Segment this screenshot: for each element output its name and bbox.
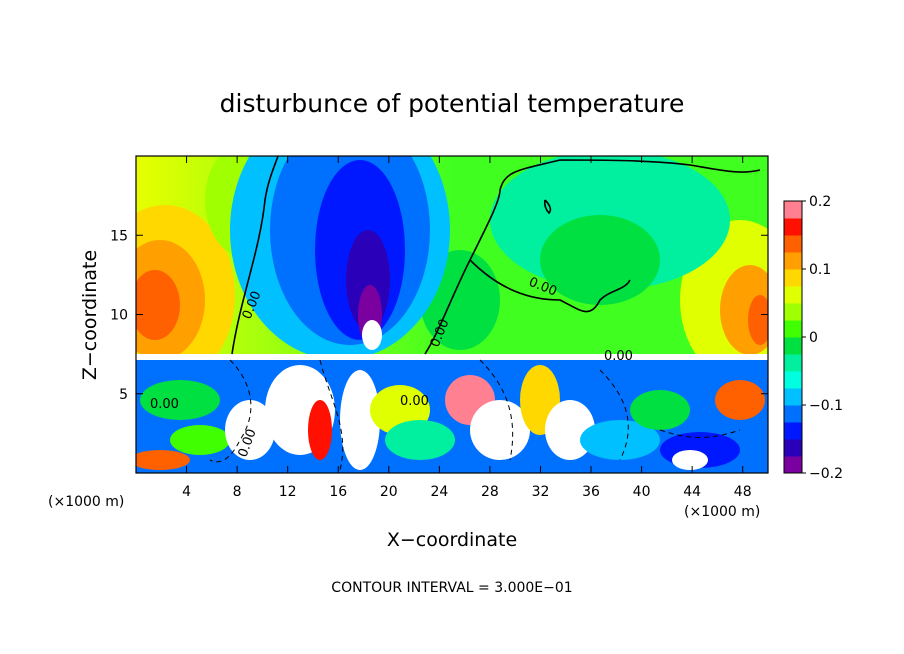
colorbar-tick-label: −0.1 [809,398,843,414]
y-tick-label: 10 [110,308,128,324]
turbulent-layer [136,354,768,473]
colorbar-band [784,303,802,321]
colorbar-band [784,235,802,253]
colorbar-band [784,218,802,236]
colorbar-band [784,439,802,457]
x-tick-label: 32 [532,484,550,500]
plot-area [136,156,768,473]
colorbar-band [784,371,802,389]
y-tick-label: 15 [110,228,128,244]
x-tick-label: 44 [683,484,701,500]
colorbar-band [784,456,802,474]
x-axis-ticks: 4 8 12 16 20 24 28 32 36 40 44 48 [182,156,752,500]
x-tick-label: 24 [430,484,448,500]
colorbar-tick-label: 0.2 [809,194,831,210]
x-unit-left: (×1000 m) [48,494,124,510]
x-tick-label: 8 [233,484,242,500]
x-tick-label: 36 [582,484,600,500]
x-unit-right: (×1000 m) [684,504,760,520]
y-axis-ticks: 5 10 15 [110,228,768,403]
x-tick-label: 16 [329,484,347,500]
contour-label: 0.00 [604,349,633,364]
colorbar-band [784,201,802,219]
x-tick-label: 20 [380,484,398,500]
x-axis-label: X−coordinate [387,529,517,551]
x-tick-label: 40 [633,484,651,500]
colorbar-band [784,388,802,406]
x-tick-label: 4 [182,484,191,500]
y-tick-label: 5 [119,387,128,403]
colorbar [783,200,803,474]
y-axis-label: Z−coordinate [79,250,101,380]
colorbar-tick-label: −0.2 [809,466,843,482]
colorbar-band [784,320,802,338]
x-tick-label: 12 [279,484,297,500]
colorbar-band [784,269,802,287]
chart-title: disturbunce of potential temperature [220,89,685,118]
contour-interval-note: CONTOUR INTERVAL = 3.000E−01 [331,580,572,596]
contour-lines [231,156,761,355]
colorbar-tick-label: 0 [809,330,818,346]
contour-label: 0.00 [150,397,179,412]
x-tick-label: 48 [734,484,752,500]
colorbar-band [784,337,802,355]
colorbar-band [784,405,802,423]
colorbar-band [784,422,802,440]
x-tick-label: 28 [481,484,499,500]
upper-field [136,156,768,385]
colorbar-tick-label: 0.1 [809,262,831,278]
colorbar-ticks: 0.2 0.1 0 −0.1 −0.2 [802,194,843,482]
colorbar-band [784,252,802,270]
colorbar-band [784,354,802,372]
contour-label: 0.00 [400,394,429,409]
dashed-contours [209,359,741,471]
colorbar-band [784,286,802,304]
